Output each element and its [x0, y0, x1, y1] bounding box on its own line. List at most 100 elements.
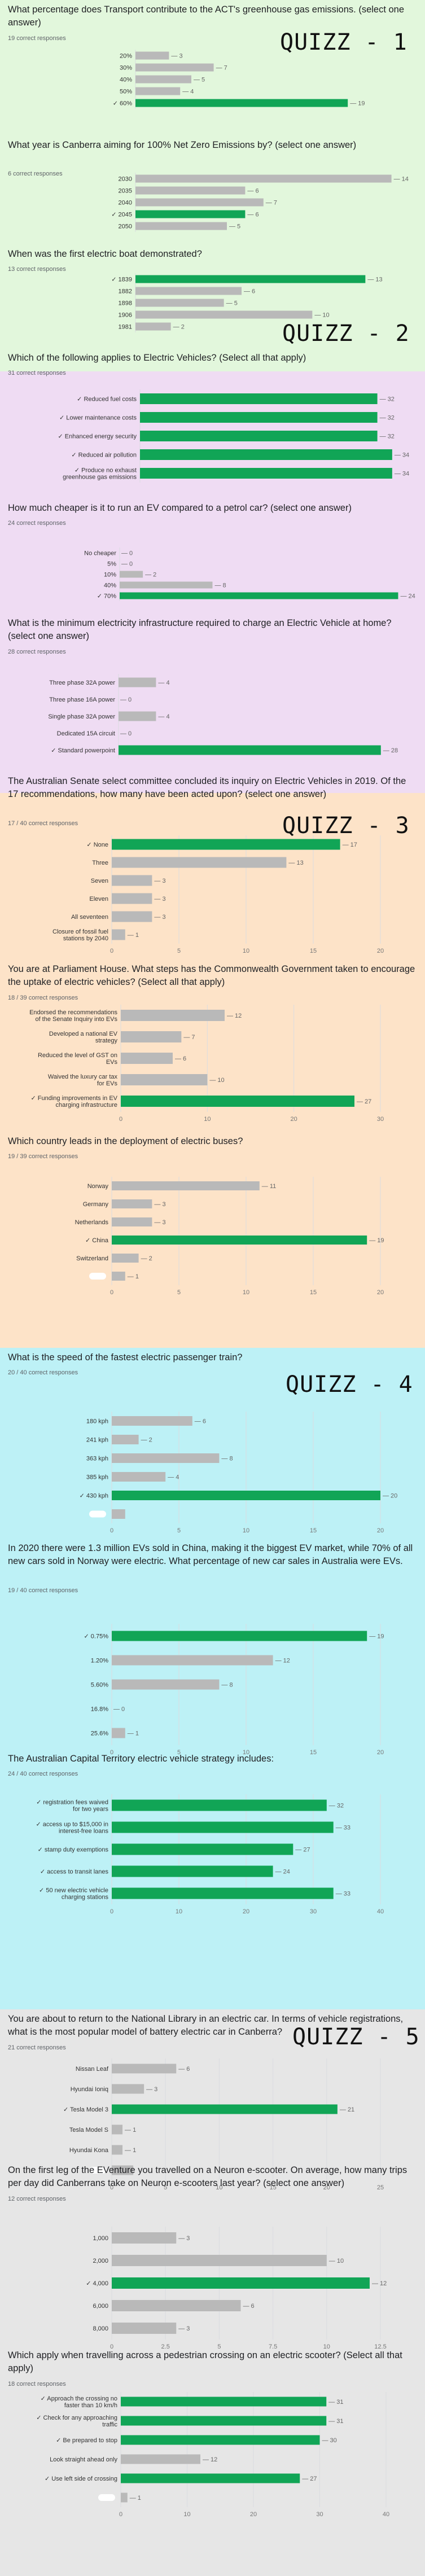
value-label: — 6	[247, 188, 258, 195]
category-label: Tesla Model S	[69, 2127, 108, 2133]
category-label-line: Three phase 32A power	[49, 680, 115, 686]
value-label: — 3	[154, 896, 165, 903]
redacted-label	[89, 2167, 106, 2174]
category-label-line: ✓ Funding improvements in EV	[30, 1095, 117, 1102]
bar-chart: ✓ Reduced fuel costs — 32 ✓ Lower maintena…	[58, 389, 409, 483]
category-label: ✓ 0.75%	[84, 1633, 109, 1640]
category-label: Closure of fossil fuel stations by 2040	[52, 928, 108, 942]
correct-responses-count: 31 correct responses	[8, 370, 66, 376]
x-tick-label: 20	[291, 1116, 297, 1123]
category-label: ✓ 70%	[97, 593, 117, 600]
bar	[112, 1865, 273, 1877]
bar	[135, 174, 392, 183]
value-label: — 28	[383, 747, 398, 754]
question-title: The Australian Senate select committee c…	[8, 776, 406, 799]
value-label: — 21	[340, 2106, 354, 2113]
x-tick-label: 0	[110, 1289, 113, 1296]
category-label-line: for EVs	[97, 1080, 118, 1087]
category-label-line: ✓ access up to $15,000 in	[36, 1821, 108, 1828]
bar	[112, 1679, 220, 1690]
category-label: ✓ Tesla Model 3	[63, 2106, 108, 2113]
x-tick-label: 0	[110, 1749, 113, 1756]
category-label-line: ✓ Reduced air pollution	[71, 452, 137, 459]
category-label: Single phase 32A power	[48, 713, 115, 720]
x-tick-label: 10	[243, 1749, 249, 1756]
correct-responses-count: 18 / 39 correct responses	[8, 995, 78, 1001]
x-tick-label: 0	[119, 1116, 122, 1123]
category-label: ✓ 1839	[111, 277, 132, 283]
category-label: ✓ access to transit lanes	[40, 1869, 109, 1876]
category-label-line: ✓ 60%	[113, 100, 133, 107]
value-label: — 0	[120, 696, 132, 703]
category-label-line: 2035	[119, 188, 132, 195]
bar	[140, 468, 392, 479]
category-label-line: Netherlands	[75, 1219, 109, 1226]
x-tick-label: 15	[269, 2184, 276, 2191]
value-label: — 6	[247, 212, 258, 218]
question-title: Which of the following applies to Electr…	[8, 353, 306, 363]
value-label: — 17	[343, 842, 357, 848]
value-label: — 19	[369, 1237, 384, 1244]
value-label: — 24	[275, 1869, 290, 1876]
category-label: Hyundai Kona	[69, 2147, 109, 2154]
x-tick-label: 20	[250, 2511, 257, 2518]
bar	[135, 287, 242, 295]
quiz-section-2	[0, 371, 425, 793]
value-label: — 10	[314, 312, 329, 319]
x-tick-label: 15	[310, 948, 317, 954]
x-tick-label: 20	[377, 1289, 384, 1296]
x-tick-label: 5	[177, 1289, 181, 1296]
x-tick-label: 40	[377, 1908, 384, 1915]
question-title: What is the speed of the fastest electri…	[8, 1352, 243, 1363]
category-label: Nissan Leaf	[76, 2066, 109, 2073]
bar	[112, 2165, 134, 2175]
category-label: 2030	[119, 176, 132, 183]
question-title: In 2020 there were 1.3 million EVs sold …	[8, 1543, 413, 1566]
category-label: ✓ None	[86, 842, 108, 848]
correct-responses-count: 12 correct responses	[8, 2196, 66, 2202]
x-tick-label: 15	[310, 1749, 317, 1756]
quiz-badge: QUIZZ - 3	[282, 813, 410, 839]
category-label-line: 1,000	[93, 2235, 108, 2242]
x-tick-label: 10	[323, 2343, 330, 2350]
bar-chart: 0 10 20 30 40 ✓ registration fees waived for t…	[36, 1794, 384, 1915]
bar	[121, 1053, 173, 1064]
category-label-line: ✓ Produce no exhaust	[75, 467, 137, 474]
redacted-label	[89, 1510, 106, 1518]
bar	[112, 2232, 177, 2244]
value-label: — 3	[154, 1219, 165, 1226]
bar	[112, 1254, 139, 1263]
x-tick-label: 20	[323, 2184, 330, 2191]
value-label: — 12	[275, 1658, 290, 1664]
value-label: — 0	[113, 1706, 125, 1713]
x-tick-label: 30	[377, 1116, 384, 1123]
bar	[112, 2300, 241, 2311]
x-tick-label: 0	[110, 1908, 113, 1915]
category-label: Three	[92, 860, 108, 866]
bar	[140, 449, 392, 460]
value-label: — 7	[216, 65, 227, 72]
value-label: — 3	[178, 2235, 190, 2242]
value-label: — 33	[336, 1891, 350, 1898]
category-label: 25.6%	[91, 1731, 108, 1737]
bar	[112, 857, 287, 868]
bar	[119, 745, 381, 755]
bar	[112, 893, 152, 904]
x-tick-label: 30	[310, 1908, 317, 1915]
x-tick-label: 20	[377, 948, 384, 954]
value-label: — 34	[395, 471, 409, 477]
bar	[112, 2145, 123, 2155]
category-label-line: 40%	[120, 77, 132, 84]
category-label-line: of the Senate Inquiry into EVs	[35, 1016, 117, 1023]
x-tick-label: 20	[377, 1527, 384, 1534]
category-label: 50%	[120, 89, 132, 95]
category-label-line: ✓ Enhanced energy security	[58, 433, 137, 440]
category-label-line: faster than 10 km/h	[64, 2402, 117, 2409]
category-label: Three phase 16A power	[49, 696, 115, 703]
value-label: — 24	[400, 593, 415, 600]
bar	[121, 2416, 327, 2426]
x-tick-label: 15	[310, 1289, 317, 1296]
bar-chart: No cheaper — 0 5% — 0 10% — 2 40% — 8 ✓ 70% — 24	[84, 547, 415, 601]
category-label-line: Reduced the level of GST on	[38, 1052, 117, 1059]
correct-responses-count: 21 correct responses	[8, 2044, 66, 2051]
